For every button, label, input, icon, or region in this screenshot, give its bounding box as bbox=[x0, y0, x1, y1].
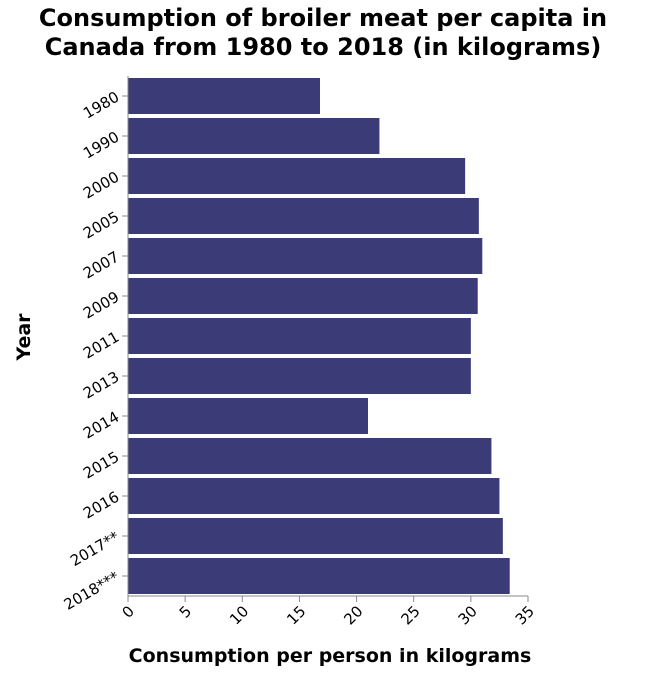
y-axis-title: Year bbox=[13, 313, 35, 362]
bar-2000 bbox=[128, 158, 466, 194]
chart-title-line-1: Consumption of broiler meat per capita i… bbox=[38, 4, 608, 32]
bar-2016 bbox=[128, 478, 500, 514]
y-tick-label: 2013 bbox=[80, 368, 122, 403]
bar-1990 bbox=[128, 118, 380, 154]
x-tick-label: 25 bbox=[397, 602, 423, 628]
y-tick-label: 2000 bbox=[80, 168, 122, 203]
y-tick-label: 2018*** bbox=[61, 568, 123, 614]
chart-title-line-2: Canada from 1980 to 2018 (in kilograms) bbox=[44, 33, 602, 61]
x-tick-label: 30 bbox=[455, 602, 481, 628]
x-tick-label: 20 bbox=[340, 602, 366, 628]
x-axis-title: Consumption per person in kilograms bbox=[129, 645, 532, 667]
y-tick-label: 2016 bbox=[80, 488, 122, 523]
x-tick-label: 15 bbox=[283, 602, 309, 628]
bar-2014 bbox=[128, 398, 368, 434]
bar-2009 bbox=[128, 278, 478, 314]
bar-2007 bbox=[128, 238, 483, 274]
y-tick-label: 2017** bbox=[67, 528, 122, 570]
bar-2017 bbox=[128, 518, 503, 554]
bar-1980 bbox=[128, 78, 320, 114]
y-tick-label: 2014 bbox=[80, 408, 122, 443]
bar-2015 bbox=[128, 438, 492, 474]
x-axis: 0 5 10 15 20 25 30 35 bbox=[119, 595, 538, 629]
x-tick-label: 10 bbox=[226, 602, 252, 628]
bar-2013 bbox=[128, 358, 471, 394]
x-tick-label: 0 bbox=[119, 602, 138, 621]
x-tick-label: 5 bbox=[176, 602, 195, 621]
x-tick-label: 35 bbox=[512, 602, 538, 628]
y-tick-label: 2005 bbox=[80, 208, 122, 243]
bars-group bbox=[128, 78, 510, 594]
bar-2018 bbox=[128, 558, 510, 594]
y-tick-label: 2007 bbox=[80, 248, 122, 283]
chart-title: Consumption of broiler meat per capita i… bbox=[0, 4, 646, 62]
y-tick-label: 2015 bbox=[80, 448, 122, 483]
y-tick-label: 2009 bbox=[80, 288, 122, 323]
y-tick-label: 1990 bbox=[80, 128, 122, 163]
bar-2011 bbox=[128, 318, 471, 354]
y-tick-label: 2011 bbox=[80, 328, 122, 363]
y-axis: 1980 1990 2000 2005 2007 2009 2011 2013 2014 2015… bbox=[61, 76, 129, 614]
y-tick-label: 1980 bbox=[80, 88, 122, 123]
bar-2005 bbox=[128, 198, 479, 234]
